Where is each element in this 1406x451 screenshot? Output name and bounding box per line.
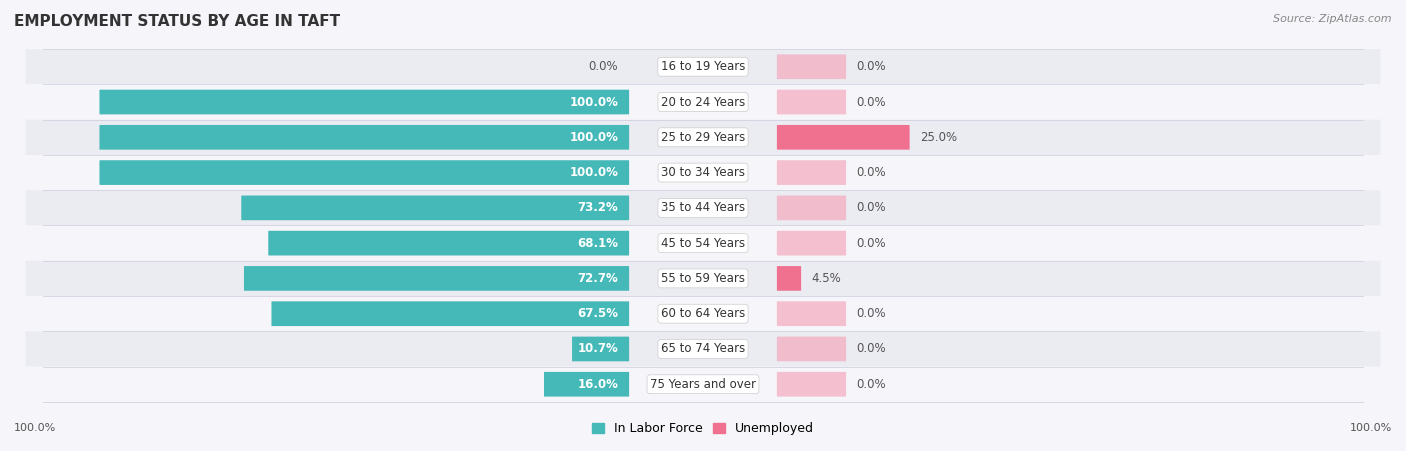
Text: 0.0%: 0.0% xyxy=(856,201,886,214)
FancyBboxPatch shape xyxy=(572,336,628,361)
Text: 35 to 44 Years: 35 to 44 Years xyxy=(661,201,745,214)
Text: 55 to 59 Years: 55 to 59 Years xyxy=(661,272,745,285)
FancyBboxPatch shape xyxy=(271,301,628,326)
FancyBboxPatch shape xyxy=(269,231,628,255)
FancyBboxPatch shape xyxy=(778,231,846,255)
Text: 0.0%: 0.0% xyxy=(856,237,886,250)
Text: 100.0%: 100.0% xyxy=(569,131,619,144)
FancyBboxPatch shape xyxy=(25,190,1381,226)
FancyBboxPatch shape xyxy=(25,155,1381,190)
FancyBboxPatch shape xyxy=(778,125,910,150)
FancyBboxPatch shape xyxy=(778,196,846,220)
FancyBboxPatch shape xyxy=(100,160,628,185)
Text: 25.0%: 25.0% xyxy=(920,131,957,144)
Text: 73.2%: 73.2% xyxy=(578,201,619,214)
FancyBboxPatch shape xyxy=(25,226,1381,261)
Text: 45 to 54 Years: 45 to 54 Years xyxy=(661,237,745,250)
FancyBboxPatch shape xyxy=(778,301,846,326)
FancyBboxPatch shape xyxy=(544,372,628,396)
FancyBboxPatch shape xyxy=(778,372,846,396)
Text: 0.0%: 0.0% xyxy=(856,96,886,109)
Text: 67.5%: 67.5% xyxy=(578,307,619,320)
Text: 72.7%: 72.7% xyxy=(578,272,619,285)
Text: 68.1%: 68.1% xyxy=(578,237,619,250)
Text: 0.0%: 0.0% xyxy=(589,60,619,73)
Text: 4.5%: 4.5% xyxy=(811,272,841,285)
Text: 0.0%: 0.0% xyxy=(856,166,886,179)
Text: 0.0%: 0.0% xyxy=(856,60,886,73)
Text: 60 to 64 Years: 60 to 64 Years xyxy=(661,307,745,320)
FancyBboxPatch shape xyxy=(25,120,1381,155)
FancyBboxPatch shape xyxy=(25,261,1381,296)
Text: Source: ZipAtlas.com: Source: ZipAtlas.com xyxy=(1274,14,1392,23)
Text: 100.0%: 100.0% xyxy=(14,423,56,433)
FancyBboxPatch shape xyxy=(778,160,846,185)
Text: 10.7%: 10.7% xyxy=(578,342,619,355)
FancyBboxPatch shape xyxy=(100,125,628,150)
Text: 65 to 74 Years: 65 to 74 Years xyxy=(661,342,745,355)
Text: 100.0%: 100.0% xyxy=(569,96,619,109)
Text: 100.0%: 100.0% xyxy=(569,166,619,179)
FancyBboxPatch shape xyxy=(25,49,1381,84)
FancyBboxPatch shape xyxy=(25,367,1381,402)
Text: 30 to 34 Years: 30 to 34 Years xyxy=(661,166,745,179)
Text: 0.0%: 0.0% xyxy=(856,342,886,355)
FancyBboxPatch shape xyxy=(778,90,846,115)
Text: 25 to 29 Years: 25 to 29 Years xyxy=(661,131,745,144)
FancyBboxPatch shape xyxy=(100,90,628,115)
Text: 75 Years and over: 75 Years and over xyxy=(650,378,756,391)
Text: 20 to 24 Years: 20 to 24 Years xyxy=(661,96,745,109)
Text: EMPLOYMENT STATUS BY AGE IN TAFT: EMPLOYMENT STATUS BY AGE IN TAFT xyxy=(14,14,340,28)
Text: 100.0%: 100.0% xyxy=(1350,423,1392,433)
FancyBboxPatch shape xyxy=(245,266,628,291)
Text: 0.0%: 0.0% xyxy=(856,307,886,320)
FancyBboxPatch shape xyxy=(778,336,846,361)
Legend: In Labor Force, Unemployed: In Labor Force, Unemployed xyxy=(586,417,820,440)
Text: 16 to 19 Years: 16 to 19 Years xyxy=(661,60,745,73)
Text: 16.0%: 16.0% xyxy=(578,378,619,391)
FancyBboxPatch shape xyxy=(25,331,1381,367)
FancyBboxPatch shape xyxy=(242,196,628,220)
FancyBboxPatch shape xyxy=(778,55,846,79)
FancyBboxPatch shape xyxy=(25,84,1381,120)
Text: 0.0%: 0.0% xyxy=(856,378,886,391)
FancyBboxPatch shape xyxy=(778,266,801,291)
FancyBboxPatch shape xyxy=(25,296,1381,331)
